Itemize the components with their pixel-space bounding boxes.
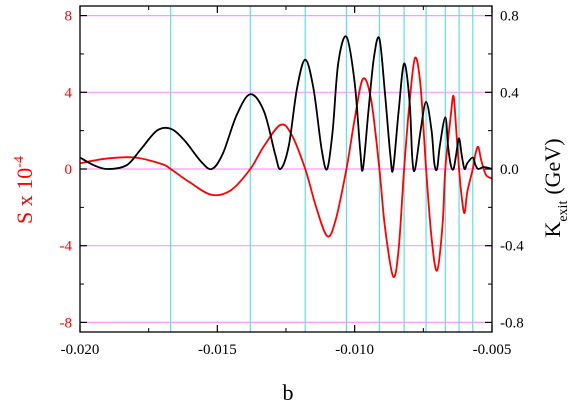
x-tick-label: -0.020 <box>61 342 100 358</box>
x-tick-label: -0.005 <box>473 342 512 358</box>
y-left-title-main: S x 10 <box>12 168 37 224</box>
axis-ticks: -8 -4 0 4 8 -0.8 -0.4 0.0 0.4 0.8 -0.020 -0.015 -0.0… <box>60 6 524 358</box>
y-left-tick-label: 8 <box>65 9 73 25</box>
y-right-title-subscript: exit <box>556 201 571 222</box>
y-right-title-main: K <box>540 222 565 238</box>
x-tick-label: -0.010 <box>335 342 374 358</box>
y-right-tick-label: 0.0 <box>500 162 519 178</box>
y-right-title-unit: (GeV) <box>540 138 565 194</box>
y-right-tick-label: 0.8 <box>500 9 519 25</box>
x-tick-label: -0.015 <box>198 342 237 358</box>
y-left-tick-label: 0 <box>65 162 73 178</box>
y-left-tick-label: -4 <box>60 239 73 255</box>
y-left-tick-label: -8 <box>60 315 73 331</box>
y-right-tick-label: -0.4 <box>500 239 524 255</box>
y-right-tick-label: 0.4 <box>500 85 519 101</box>
grid-lines <box>80 6 492 332</box>
y-right-axis-title: Kexit (GeV) <box>540 138 571 237</box>
y-left-axis-title: S x 10-4 <box>12 156 37 224</box>
x-axis-title: b <box>283 380 294 405</box>
y-left-tick-label: 4 <box>65 85 73 101</box>
series-line-kexit-black <box>79 35 493 173</box>
y-right-tick-label: -0.8 <box>500 315 524 331</box>
y-left-title-exponent: -4 <box>12 156 27 168</box>
series-line-s-red <box>79 56 493 278</box>
series-group <box>79 35 493 278</box>
